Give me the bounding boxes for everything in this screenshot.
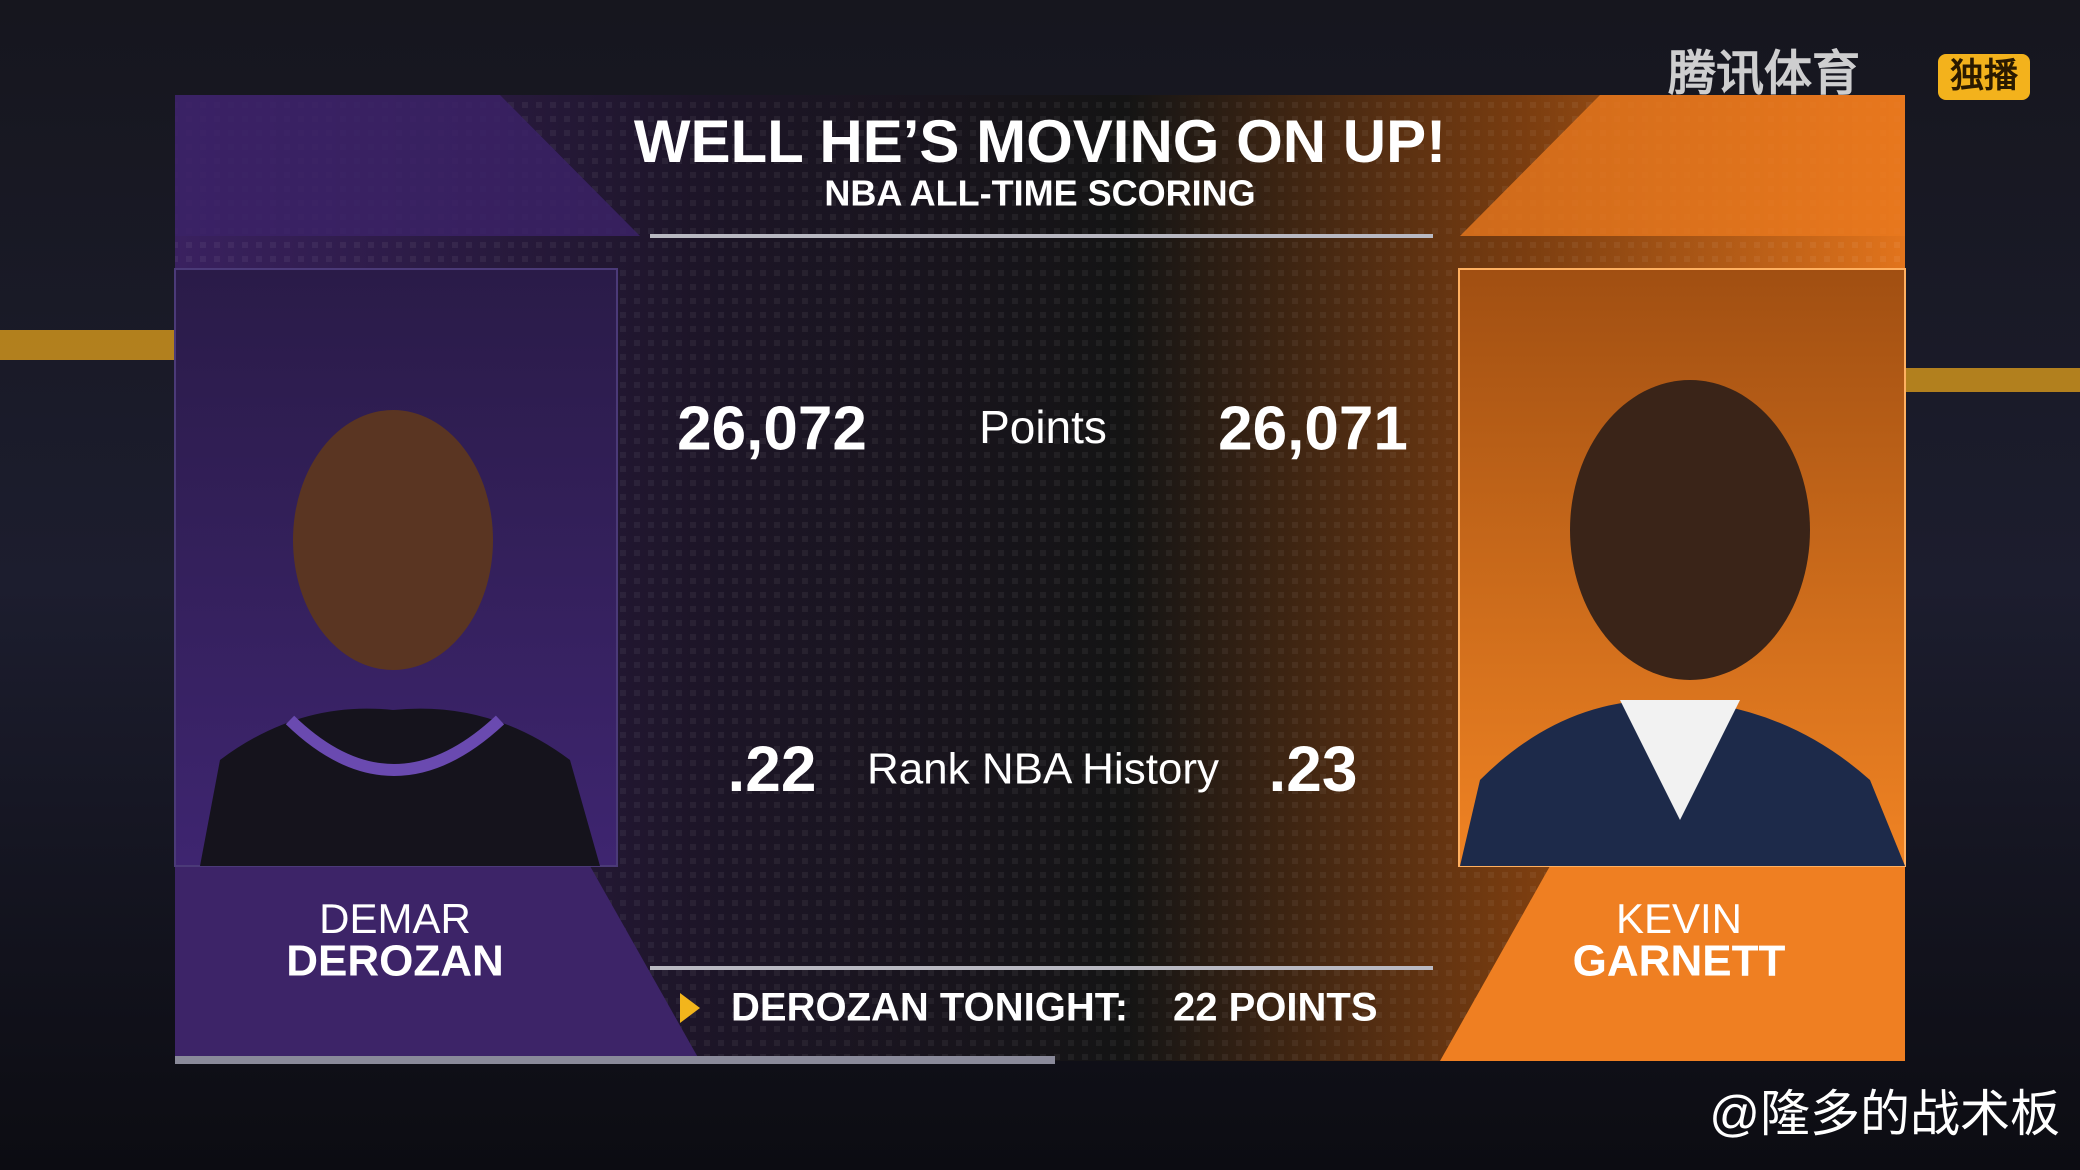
corner-accent (175, 95, 640, 236)
stat-left: .22 (728, 733, 817, 805)
player-shirt (1620, 700, 1740, 820)
stat-right: .23 (1269, 733, 1358, 805)
player-last-name: DEROZAN (286, 937, 504, 986)
badge-background (1938, 54, 2030, 100)
subheadline: NBA ALL-TIME SCORING (824, 173, 1255, 214)
player-first-name: DEMAR (319, 895, 471, 942)
stat-left: 26,072 (677, 394, 867, 463)
account-watermark: @隆多的战术板 (1709, 1086, 2060, 1142)
stat-label: Points (979, 401, 1107, 453)
footer-value: 22 POINTS (1173, 986, 1378, 1030)
player-head (293, 410, 493, 670)
stat-label: Rank NBA History (867, 745, 1219, 794)
footer-arrow (680, 993, 700, 1023)
arena-ribbon (1905, 368, 2080, 392)
player-jersey (200, 708, 600, 866)
player-head (1570, 380, 1810, 680)
stat-right: 26,071 (1218, 394, 1408, 463)
headline: WELL HE’S MOVING ON UP! (634, 108, 1446, 175)
name-plate-left (175, 866, 700, 1061)
broadcaster-watermark: 腾讯体育 (1668, 48, 1860, 101)
corner-accent (1460, 95, 1905, 236)
name-plate-right (1440, 866, 1905, 1061)
jersey-trim (285, 715, 505, 776)
player-first-name: KEVIN (1616, 895, 1742, 942)
panel-edge (175, 1056, 1055, 1064)
footer-label: DEROZAN TONIGHT: (731, 986, 1128, 1030)
player-last-name: GARNETT (1573, 937, 1786, 986)
arena-ribbon (0, 330, 175, 360)
badge-label: 独播 (1950, 57, 2019, 95)
